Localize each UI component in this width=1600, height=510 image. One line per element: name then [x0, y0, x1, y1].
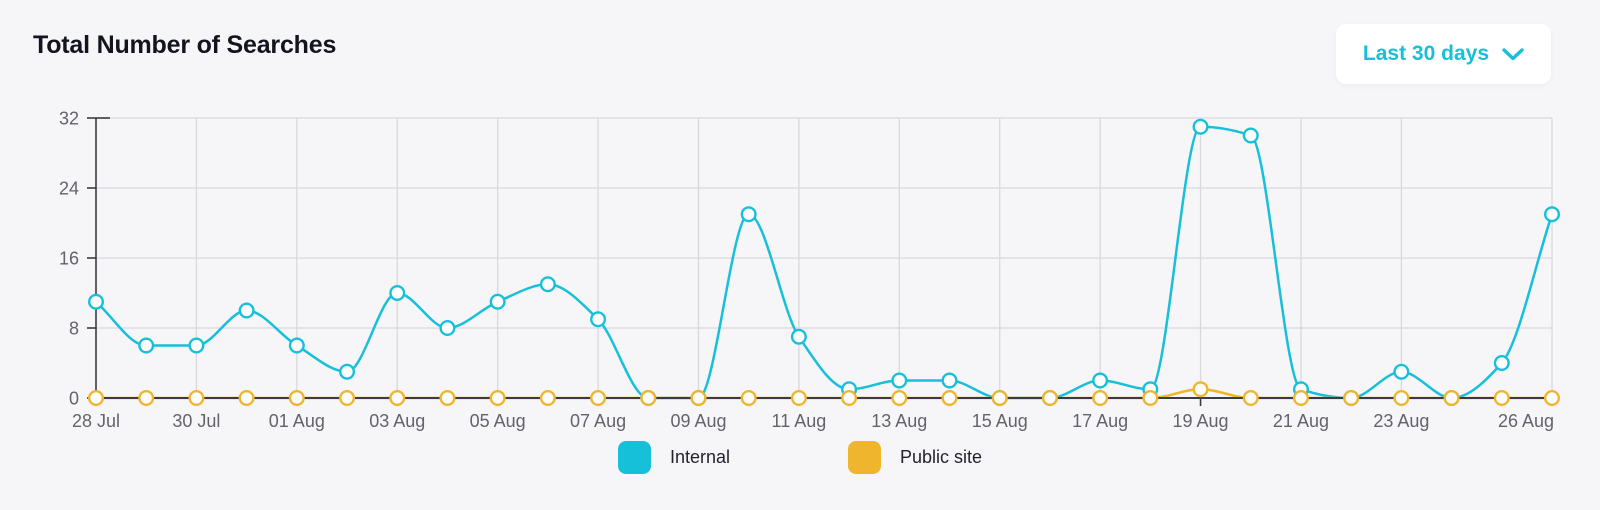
- x-axis-tick-label: 28 Jul: [72, 411, 120, 431]
- data-point-marker[interactable]: [991, 390, 1008, 407]
- chart-legend: Internal Public site: [0, 441, 1600, 474]
- data-point-marker[interactable]: [841, 390, 858, 407]
- y-axis-tick-label: 16: [59, 248, 79, 268]
- data-point-marker[interactable]: [288, 390, 305, 407]
- data-point-marker[interactable]: [941, 390, 958, 407]
- data-point-marker[interactable]: [740, 390, 757, 407]
- data-point-marker[interactable]: [891, 390, 908, 407]
- data-point-marker[interactable]: [891, 372, 908, 389]
- x-axis-tick-label: 15 Aug: [972, 411, 1028, 431]
- data-point-marker[interactable]: [1543, 390, 1560, 407]
- x-axis-tick-label: 03 Aug: [369, 411, 425, 431]
- data-point-marker[interactable]: [188, 390, 205, 407]
- data-point-marker[interactable]: [489, 293, 506, 310]
- data-point-marker[interactable]: [1142, 390, 1159, 407]
- x-axis-tick-label: 26 Aug: [1498, 411, 1554, 431]
- date-range-selector[interactable]: Last 30 days: [1335, 24, 1551, 84]
- x-axis-tick-label: 13 Aug: [871, 411, 927, 431]
- legend-item-internal[interactable]: Internal: [617, 441, 730, 474]
- x-axis-tick-label: 23 Aug: [1373, 411, 1429, 431]
- legend-label-public-site: Public site: [900, 447, 983, 467]
- y-axis-tick-label: 24: [59, 178, 79, 198]
- data-point-marker[interactable]: [1092, 372, 1109, 389]
- data-point-marker[interactable]: [489, 390, 506, 407]
- x-axis-tick-label: 01 Aug: [269, 411, 325, 431]
- data-point-marker[interactable]: [1292, 390, 1309, 407]
- data-point-marker[interactable]: [188, 337, 205, 354]
- data-point-marker[interactable]: [1393, 390, 1410, 407]
- data-point-marker[interactable]: [1242, 127, 1259, 144]
- data-point-marker[interactable]: [238, 302, 255, 319]
- x-axis-tick-label: 30 Jul: [172, 411, 220, 431]
- data-point-marker[interactable]: [1242, 390, 1259, 407]
- data-point-marker[interactable]: [1493, 390, 1510, 407]
- data-point-marker[interactable]: [138, 337, 155, 354]
- data-point-marker[interactable]: [941, 372, 958, 389]
- data-point-marker[interactable]: [238, 390, 255, 407]
- legend-swatch-public-site: [848, 441, 881, 474]
- x-axis-tick-label: 17 Aug: [1072, 411, 1128, 431]
- data-point-marker[interactable]: [1041, 390, 1058, 407]
- page-title: Total Number of Searches: [33, 31, 337, 59]
- data-point-marker[interactable]: [389, 285, 406, 302]
- date-range-label: Last 30 days: [1362, 42, 1489, 65]
- x-axis-tick-label: 21 Aug: [1273, 411, 1329, 431]
- data-point-marker[interactable]: [439, 320, 456, 337]
- data-point-marker[interactable]: [1493, 355, 1510, 372]
- data-point-marker[interactable]: [590, 311, 607, 328]
- data-point-marker[interactable]: [740, 206, 757, 223]
- data-point-marker[interactable]: [790, 390, 807, 407]
- data-point-marker[interactable]: [1192, 381, 1209, 398]
- data-point-marker[interactable]: [339, 390, 356, 407]
- data-point-marker[interactable]: [1543, 206, 1560, 223]
- y-axis-tick-label: 32: [59, 108, 79, 128]
- series-line-internal: [94, 125, 1554, 400]
- legend-label-internal: Internal: [669, 447, 730, 467]
- data-point-marker[interactable]: [439, 390, 456, 407]
- data-point-marker[interactable]: [1092, 390, 1109, 407]
- data-point-marker[interactable]: [539, 276, 556, 293]
- data-point-marker[interactable]: [1393, 363, 1410, 380]
- legend-item-public-site[interactable]: Public site: [848, 441, 982, 474]
- data-point-marker[interactable]: [288, 337, 305, 354]
- x-axis-tick-label: 09 Aug: [670, 411, 726, 431]
- data-point-marker[interactable]: [389, 390, 406, 407]
- data-point-marker[interactable]: [1192, 118, 1209, 135]
- x-axis-tick-label: 07 Aug: [570, 411, 626, 431]
- x-axis-tick-label: 05 Aug: [470, 411, 526, 431]
- x-axis-tick-label: 11 Aug: [772, 411, 827, 431]
- data-point-marker[interactable]: [539, 390, 556, 407]
- data-point-marker[interactable]: [590, 390, 607, 407]
- data-point-marker[interactable]: [87, 390, 104, 407]
- data-point-marker[interactable]: [1443, 390, 1460, 407]
- data-point-marker[interactable]: [790, 328, 807, 345]
- y-axis-tick-label: 8: [69, 318, 79, 338]
- legend-swatch-internal: [617, 441, 651, 474]
- data-point-marker[interactable]: [138, 390, 155, 407]
- chevron-down-icon: [1502, 47, 1524, 60]
- data-point-marker[interactable]: [87, 293, 104, 310]
- data-point-marker[interactable]: [690, 390, 707, 407]
- data-point-marker[interactable]: [640, 390, 657, 407]
- y-axis-tick-label: 0: [69, 388, 79, 408]
- searches-line-chart: 0 8 16 24 32 28 Jul 30 Jul 01 Aug 03 Aug 05 Aug 07…: [59, 108, 1560, 431]
- data-point-marker[interactable]: [339, 363, 356, 380]
- data-point-marker[interactable]: [1343, 390, 1360, 407]
- x-axis-tick-label: 19 Aug: [1173, 411, 1229, 431]
